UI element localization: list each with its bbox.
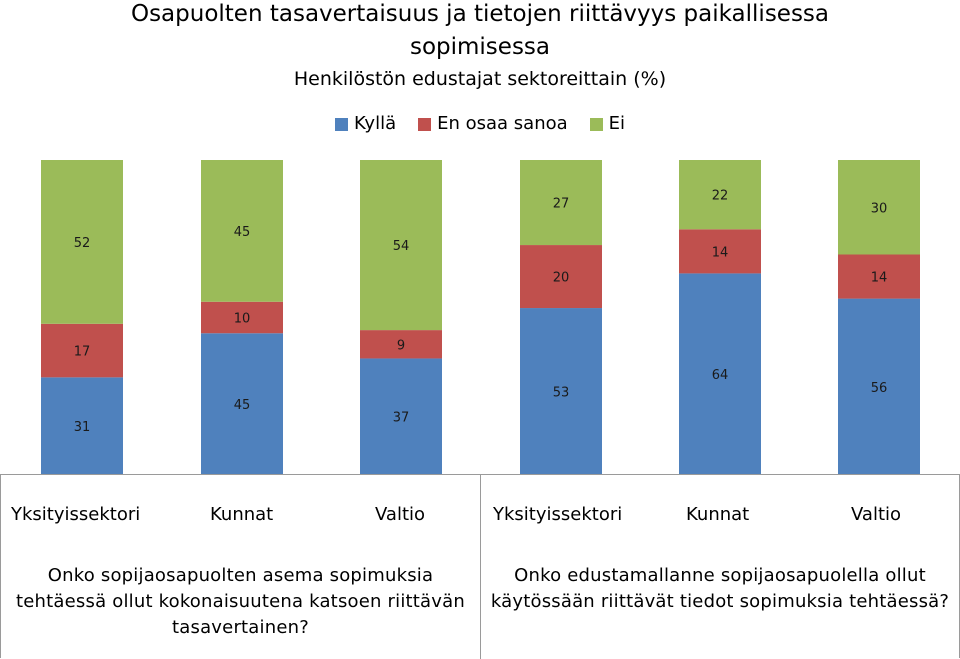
- legend-label-kylla: Kyllä: [353, 113, 397, 134]
- question-line: Onko edustamallanne sopijaosapuolella ol…: [514, 565, 926, 586]
- category-label: Valtio: [375, 504, 426, 525]
- category-label: Valtio: [851, 504, 902, 525]
- data-label: 22: [712, 189, 729, 204]
- question-line: tehtäessä ollut kokonaisuutena katsoen r…: [16, 591, 465, 612]
- category-label: Kunnat: [686, 504, 750, 525]
- legend-item-ei: Ei: [589, 112, 626, 136]
- bar-segment: [679, 229, 761, 274]
- data-label: 64: [712, 368, 729, 383]
- chart-title-line-2: sopimisessa: [409, 34, 551, 60]
- bar-segment: [201, 333, 283, 475]
- data-label: 52: [74, 236, 91, 251]
- data-label: 56: [871, 381, 888, 396]
- data-label: 45: [234, 225, 251, 240]
- group-cell-right: Yksityissektori Kunnat Valtio Onko edust…: [481, 475, 959, 659]
- bar-segment: [838, 254, 920, 299]
- data-label: 27: [553, 197, 570, 212]
- legend-item-kylla: Kyllä: [334, 112, 397, 136]
- legend-item-en-osaa-sanoa: En osaa sanoa: [418, 112, 568, 136]
- bar-segment: [520, 245, 602, 309]
- bar-segment: [679, 273, 761, 475]
- bar-segment: [41, 323, 123, 378]
- question-line: Onko sopijaosapuolten asema sopimuksia: [47, 565, 434, 586]
- data-label: 37: [393, 411, 410, 426]
- data-label: 53: [553, 386, 570, 401]
- legend-swatch-en-osaa-sanoa: [418, 117, 432, 131]
- group-cell-left: Yksityissektori Kunnat Valtio Onko sopij…: [1, 475, 481, 659]
- category-label: Yksityissektori: [11, 504, 141, 525]
- category-table: Yksityissektori Kunnat Valtio Onko sopij…: [0, 474, 960, 659]
- data-label: 54: [393, 239, 410, 254]
- question-line: käytössään riittävät tiedot sopimuksia t…: [490, 591, 950, 612]
- chart-title-line-1: Osapuolten tasavertaisuus ja tietojen ri…: [130, 1, 830, 27]
- question-right: Onko edustamallanne sopijaosapuolella ol…: [481, 563, 959, 615]
- data-label: 45: [234, 398, 251, 413]
- bar-segment: [838, 160, 920, 255]
- legend-swatch-ei: [589, 117, 603, 131]
- chart-legend: Kyllä En osaa sanoa Ei: [0, 112, 960, 136]
- data-label: 10: [234, 312, 251, 327]
- data-label: 31: [74, 420, 91, 435]
- question-line: tasavertainen?: [172, 617, 309, 638]
- bar-segment: [201, 160, 283, 302]
- category-label: Yksityissektori: [493, 504, 623, 525]
- category-label: Kunnat: [210, 504, 274, 525]
- question-left: Onko sopijaosapuolten asema sopimuksia t…: [1, 563, 480, 641]
- data-label: 14: [712, 245, 729, 260]
- bar-segment: [41, 160, 123, 324]
- data-label: 20: [553, 271, 570, 286]
- data-label: 30: [871, 201, 888, 216]
- bar-segment: [360, 160, 442, 331]
- legend-swatch-kylla: [334, 117, 348, 131]
- bar-segment: [41, 377, 123, 475]
- data-label: 9: [397, 338, 405, 353]
- bar-segment: [679, 160, 761, 230]
- bar-segment: [201, 301, 283, 334]
- bar-segment: [520, 160, 602, 246]
- chart-subtitle: Henkilöstön edustajat sektoreittain (%): [293, 68, 667, 90]
- legend-label-ei: Ei: [608, 113, 626, 134]
- bar-segment: [838, 298, 920, 475]
- bar-segment: [520, 308, 602, 475]
- data-label: 14: [871, 271, 888, 286]
- bar-segment: [360, 330, 442, 359]
- bar-segment: [360, 358, 442, 475]
- data-label: 17: [74, 345, 91, 360]
- legend-label-en-osaa-sanoa: En osaa sanoa: [437, 113, 568, 134]
